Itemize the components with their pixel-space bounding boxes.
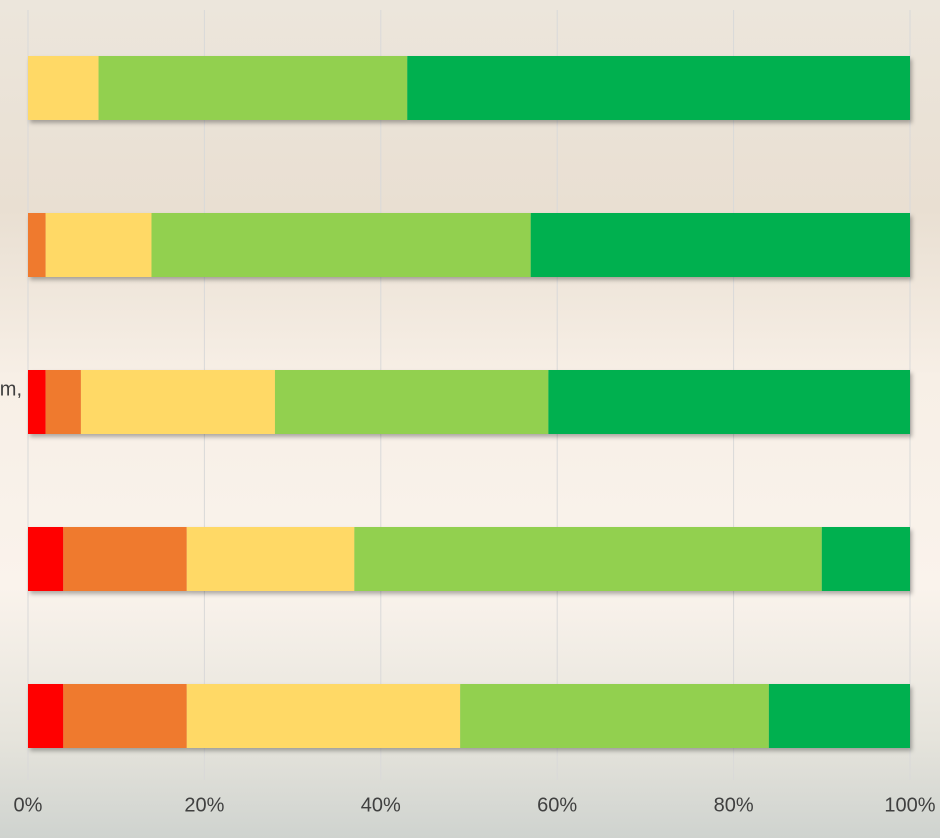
- bar-group: [28, 213, 910, 277]
- bar-segment: [45, 370, 81, 434]
- bar-segment: [28, 213, 46, 277]
- x-tick-label: 20%: [184, 794, 224, 816]
- bar-segment: [28, 56, 99, 120]
- bar-segment: [98, 56, 408, 120]
- x-tick-label: 100%: [884, 794, 935, 816]
- bar-segment: [45, 213, 152, 277]
- bar-segment: [530, 213, 910, 277]
- bar-segment: [274, 370, 549, 434]
- bar-segment: [186, 527, 355, 591]
- bar-segment: [151, 213, 531, 277]
- x-tick-label: 0%: [14, 794, 43, 816]
- bar-segment: [28, 370, 46, 434]
- x-tick-label: 40%: [361, 794, 401, 816]
- bar-segment: [460, 684, 769, 748]
- y-tick-label: m,: [0, 378, 22, 400]
- bar-segment: [186, 684, 461, 748]
- bar-segment: [548, 370, 910, 434]
- bar-group: [28, 684, 910, 748]
- bar-segment: [28, 684, 64, 748]
- bar-segment: [354, 527, 822, 591]
- bar-segment: [80, 370, 275, 434]
- x-tick-label: 60%: [537, 794, 577, 816]
- bar-group: [28, 527, 910, 591]
- bar-segment: [821, 527, 910, 591]
- bar-group: [28, 370, 910, 434]
- bar-segment: [768, 684, 910, 748]
- x-tick-label: 80%: [714, 794, 754, 816]
- bar-segment: [28, 527, 64, 591]
- bar-segment: [407, 56, 910, 120]
- bar-segment: [63, 527, 187, 591]
- bar-segment: [63, 684, 187, 748]
- bar-group: [28, 56, 910, 120]
